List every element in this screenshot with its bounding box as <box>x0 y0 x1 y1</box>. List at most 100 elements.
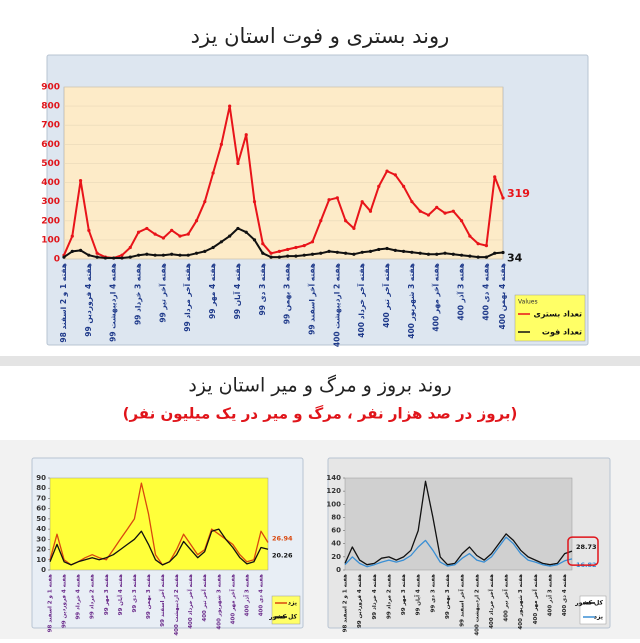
y-tick-label: 800 <box>41 102 60 112</box>
end-value-label: 34 <box>507 252 523 265</box>
point <box>194 219 199 223</box>
point <box>87 253 91 257</box>
legend-label: تعداد فوت <box>542 328 582 337</box>
x-tick-label: هفته 4 مهر 99 <box>208 263 217 319</box>
x-tick-label: هفته 2 مرداد 99 <box>90 574 96 619</box>
x-tick-label: هفته 3 شهریور 400 <box>407 263 416 339</box>
y-tick-label: 90 <box>36 474 46 482</box>
x-tick-label: هفته 2 اردیبهشت 400 <box>474 574 480 636</box>
y-tick-label: 100 <box>326 500 341 508</box>
point <box>310 252 315 256</box>
point <box>377 247 381 252</box>
x-tick-label: هفته 4 دی 400 <box>481 263 490 321</box>
point <box>252 200 257 204</box>
y-tick-label: 10 <box>36 556 46 564</box>
series-line <box>49 482 269 566</box>
x-tick-label: هفته 3 دی 99 <box>430 574 436 613</box>
point <box>236 226 240 231</box>
x-tick-label: هفته آخر اسفند 99 <box>458 574 466 627</box>
point <box>319 219 323 223</box>
highlight-ring <box>567 536 599 566</box>
x-tick-label: هفته 1 و 2 اسفند 98 <box>343 574 349 633</box>
separator <box>0 356 640 366</box>
x-tick-label: هفته 2 اردیبهشت 400 <box>332 263 341 347</box>
point <box>211 245 215 250</box>
point <box>244 230 248 234</box>
point <box>360 250 364 254</box>
y-tick-label: 140 <box>326 474 341 482</box>
y-tick-label: 200 <box>41 216 60 226</box>
point <box>145 226 149 231</box>
point <box>236 161 240 166</box>
point <box>62 255 66 259</box>
point <box>228 234 232 238</box>
point <box>203 249 207 253</box>
point <box>294 254 298 258</box>
point <box>78 179 83 183</box>
point <box>402 184 406 188</box>
point <box>277 255 281 259</box>
x-tick-label: هفته 4 فروردین 99 <box>357 574 363 628</box>
point <box>410 200 414 204</box>
point <box>501 250 505 255</box>
legend-label: کل کشور <box>268 614 297 621</box>
section-subtitle: (بروز در صد هزار نفر ، مرگ و میر در یک م… <box>123 405 518 423</box>
point <box>286 254 290 258</box>
point <box>327 198 331 202</box>
point <box>352 226 356 231</box>
section-title: روند بروز و مرگ و میر استان یزد <box>188 375 451 397</box>
y-tick-label: 600 <box>41 140 60 150</box>
x-tick-label: هفته 4 آبان 99 <box>414 574 422 615</box>
y-tick-label: 80 <box>36 484 46 492</box>
y-tick-label: 80 <box>331 513 341 521</box>
point <box>252 238 257 242</box>
point <box>203 200 207 204</box>
x-tick-label: هفته آخر اسفند 99 <box>306 263 316 335</box>
y-tick-label: 70 <box>36 494 46 502</box>
page-title: روند بستری و فوت استان یزد <box>191 24 450 48</box>
point <box>302 244 306 248</box>
point <box>170 252 174 256</box>
series-line <box>344 480 573 566</box>
point <box>302 253 306 257</box>
x-tick-label: هفته 4 فروردین 99 <box>84 263 93 337</box>
point <box>70 249 74 253</box>
point <box>120 253 124 257</box>
point <box>95 255 99 259</box>
point <box>244 133 248 137</box>
point <box>368 209 373 213</box>
point <box>426 213 431 217</box>
y-tick-label: 60 <box>36 505 46 513</box>
point <box>178 253 182 257</box>
point <box>286 247 290 252</box>
point <box>269 255 273 259</box>
point <box>418 209 422 213</box>
point <box>277 249 281 253</box>
point <box>468 254 472 258</box>
point <box>493 251 497 255</box>
point <box>136 230 141 234</box>
x-tick-label: هفته 3 شهریور 400 <box>518 574 524 630</box>
x-tick-label: هفته آخر مهر 400 <box>531 574 539 624</box>
x-tick-label: هفته 3 بهمن 99 <box>146 574 152 619</box>
y-tick-label: 0 <box>41 566 46 574</box>
point <box>95 251 99 255</box>
y-tick-label: 300 <box>41 197 60 207</box>
y-tick-label: 400 <box>41 178 60 188</box>
y-tick-label: 30 <box>36 535 46 543</box>
point <box>120 256 124 260</box>
point <box>261 251 265 255</box>
point <box>228 104 232 108</box>
y-tick-label: 50 <box>36 515 46 523</box>
y-tick-label: 0 <box>336 566 341 574</box>
point <box>153 232 157 236</box>
point <box>128 255 132 259</box>
legend-box <box>514 294 586 342</box>
x-tick-label: هفته 3 مهر 99 <box>401 574 407 615</box>
x-tick-label: هفته آخر خرداد 400 <box>487 574 495 629</box>
y-tick-label: 20 <box>36 546 46 554</box>
plot-area <box>344 477 573 571</box>
x-tick-label: هفته آخر تیر 400 <box>502 574 510 622</box>
point <box>476 242 480 246</box>
